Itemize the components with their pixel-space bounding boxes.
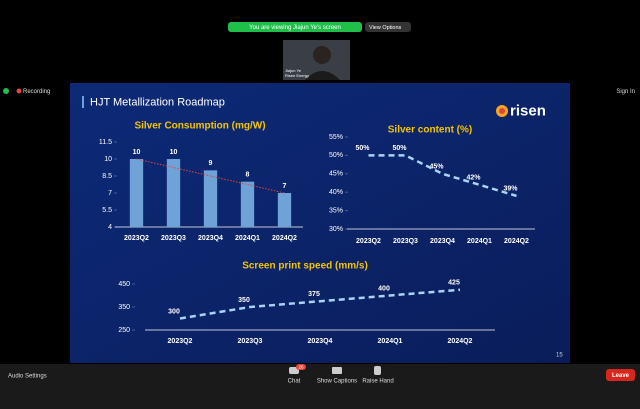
y-tick-label: 8.5	[102, 173, 112, 180]
y-tick-label: 10	[104, 156, 112, 163]
y-tick-label: 30%	[329, 226, 343, 233]
recording-label: Recording	[23, 89, 50, 95]
x-tick-label: 2024Q1	[378, 338, 403, 345]
avatar-head	[313, 46, 331, 64]
value-label: 425	[448, 280, 460, 287]
x-tick-label: 2023Q2	[168, 338, 193, 345]
chart-title: Silver content (%)	[388, 125, 472, 136]
x-tick-label: 2024Q2	[272, 235, 297, 242]
chat-icon[interactable]	[289, 367, 299, 374]
chart-title: Silver Consumption (mg/W)	[134, 121, 265, 132]
hand-icon[interactable]	[374, 366, 381, 375]
y-tick-label: 7	[108, 190, 112, 197]
avatar-body	[305, 71, 340, 80]
value-label: 42%	[466, 175, 481, 182]
value-label: 300	[168, 308, 180, 315]
chat-badge: 26	[298, 365, 304, 370]
data-line	[368, 154, 517, 198]
y-tick-label: 40%	[329, 189, 343, 196]
slide-title: HJT Metallization Roadmap	[90, 96, 225, 108]
data-line	[179, 288, 461, 320]
title-accent	[82, 96, 84, 108]
captions-label[interactable]: Show Captions	[317, 379, 357, 385]
leave-label[interactable]: Leave	[612, 373, 630, 379]
x-tick-label: 2024Q1	[467, 238, 492, 245]
x-tick-label: 2023Q3	[161, 235, 186, 242]
x-tick-label: 2023Q2	[356, 238, 381, 245]
x-tick-label: 2023Q3	[393, 238, 418, 245]
bar	[277, 193, 292, 227]
value-label: 10	[170, 149, 178, 156]
toolbar	[0, 364, 640, 409]
value-label: 9	[209, 160, 213, 167]
x-tick-label: 2023Q2	[124, 235, 149, 242]
x-tick-label: 2024Q1	[235, 235, 260, 242]
y-tick-label: 5.5	[102, 207, 112, 214]
bar	[166, 159, 181, 227]
chart-title: Screen print speed (mm/s)	[242, 261, 368, 272]
security-icon	[3, 88, 9, 94]
y-tick-label: 50%	[329, 152, 343, 159]
value-label: 50%	[355, 145, 370, 152]
bar	[203, 170, 218, 227]
leave-button[interactable]	[606, 369, 635, 381]
y-tick-label: 11.5	[99, 139, 112, 146]
y-tick-label: 350	[118, 304, 130, 311]
x-tick-label: 2023Q4	[308, 338, 333, 345]
value-label: 375	[308, 291, 320, 298]
value-label: 39%	[503, 186, 518, 193]
chat-badge-bg	[296, 364, 306, 370]
y-tick-label: 55%	[329, 134, 343, 141]
y-tick-label: 4	[108, 224, 112, 231]
banner-text: You are viewing Jiajun Ye's screen	[249, 25, 341, 31]
chat-label[interactable]: Chat	[288, 379, 301, 385]
value-label: 10	[133, 149, 141, 156]
view-options-label[interactable]: View Options	[369, 25, 402, 31]
value-label: 8	[246, 172, 250, 179]
participant-org: Risen Energy	[285, 73, 309, 78]
bar	[129, 159, 144, 227]
x-tick-label: 2023Q4	[430, 238, 455, 245]
slide	[70, 83, 570, 363]
participant-name: Jiajun Ye	[285, 68, 302, 73]
recording-dot	[16, 88, 22, 94]
captions-icon[interactable]	[332, 367, 342, 374]
value-label: 7	[283, 183, 287, 190]
x-tick-label: 2024Q2	[448, 338, 473, 345]
raise-hand-label[interactable]: Raise Hand	[362, 379, 393, 385]
value-label: 50%	[392, 145, 407, 152]
x-tick-label: 2023Q4	[198, 235, 223, 242]
sign-in[interactable]: Sign In	[616, 89, 635, 95]
bar	[240, 181, 255, 227]
x-tick-label: 2024Q2	[504, 238, 529, 245]
logo-mark-inner	[499, 108, 505, 114]
y-tick-label: 250	[118, 327, 130, 334]
logo-text: risen	[510, 102, 546, 119]
value-label: 350	[238, 297, 250, 304]
x-tick-label: 2023Q3	[238, 338, 263, 345]
view-options[interactable]	[365, 22, 411, 32]
share-banner	[228, 22, 362, 32]
audio-settings[interactable]: Audio Settings	[8, 374, 47, 380]
y-tick-label: 45%	[329, 171, 343, 178]
trend-line	[136, 158, 285, 194]
page-number: 15	[556, 353, 563, 359]
value-label: 45%	[429, 164, 444, 171]
y-tick-label: 35%	[329, 207, 343, 214]
value-label: 400	[378, 285, 390, 292]
y-tick-label: 450	[118, 281, 130, 288]
